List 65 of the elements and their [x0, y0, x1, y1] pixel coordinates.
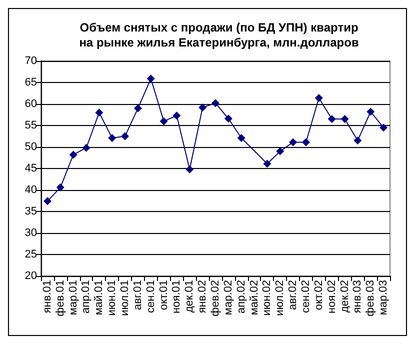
- point: [289, 138, 298, 146]
- point: [134, 104, 142, 112]
- point: [314, 94, 323, 102]
- y-tick-label: 45: [24, 162, 37, 174]
- x-tick-label: апр.01: [80, 280, 92, 314]
- x-tick-label: ноя.02: [326, 280, 338, 314]
- point: [340, 115, 349, 124]
- point: [69, 150, 78, 159]
- x-tick-label: сен.01: [144, 280, 157, 313]
- x-tick-label: авг.02: [287, 280, 300, 310]
- x-tick-label: янв.03: [352, 280, 364, 314]
- point: [263, 160, 272, 168]
- x-tick-label: фев.03: [364, 280, 377, 316]
- x-tick-label: июл.01: [119, 280, 132, 316]
- point: [237, 134, 246, 142]
- point: [172, 112, 181, 120]
- y-tick-label: 65: [24, 76, 37, 88]
- x-tick-label: июн.01: [106, 280, 118, 316]
- point: [56, 183, 64, 192]
- x-tick-label: фев.01: [54, 280, 66, 316]
- y-tick-label: 20: [24, 270, 37, 282]
- point: [302, 138, 310, 146]
- point: [160, 117, 168, 126]
- x-tick-label: авг.01: [132, 280, 144, 310]
- x-tick-label: мар.01: [67, 280, 80, 316]
- point: [198, 103, 207, 112]
- x-tick-label: ноя.01: [170, 280, 183, 314]
- y-tick-label: 55: [24, 120, 37, 132]
- x-tick-label: июл.02: [274, 280, 286, 316]
- point: [366, 108, 375, 116]
- y-tick-label: 60: [24, 98, 37, 110]
- x-tick-label: янв.01: [41, 280, 54, 314]
- x-tick-label: мар.02: [222, 280, 234, 316]
- x-tick-label: окт.02: [312, 280, 325, 310]
- x-tick-label: май.01: [93, 280, 106, 316]
- x-tick-label: июн.02: [261, 280, 274, 316]
- x-tick-label: май.02: [248, 280, 260, 316]
- point: [328, 115, 336, 124]
- point: [121, 132, 130, 140]
- point: [276, 147, 284, 156]
- x-tick-label: янв.02: [196, 280, 209, 314]
- y-tick-label: 30: [24, 227, 37, 239]
- point: [95, 108, 104, 117]
- x-tick-label: дек.01: [184, 280, 196, 313]
- y-tick-label: 50: [24, 141, 37, 153]
- point: [380, 124, 388, 132]
- point: [354, 136, 362, 145]
- x-tick-label: апр.02: [235, 280, 248, 314]
- y-tick-label: 70: [24, 55, 37, 67]
- x-tick-label: дек.02: [338, 280, 351, 313]
- y-tick-label: 40: [24, 184, 37, 196]
- y-tick-label: 35: [24, 206, 37, 218]
- point: [146, 74, 155, 83]
- y-tick-label: 25: [24, 248, 37, 260]
- point: [224, 114, 232, 123]
- x-tick-label: сен.02: [300, 280, 312, 313]
- point: [186, 165, 194, 174]
- chart-title: Объем снятых с продажи (по БД УПН) квартир на рынке жилья Екатеринбурга, млн.долларов: [79, 20, 359, 50]
- point: [43, 197, 52, 206]
- x-tick-label: окт.01: [158, 280, 170, 310]
- point: [212, 99, 220, 108]
- point: [82, 144, 90, 152]
- x-tick-label: мар.03: [378, 280, 390, 316]
- point: [108, 134, 116, 142]
- x-tick-label: фев.02: [210, 280, 222, 316]
